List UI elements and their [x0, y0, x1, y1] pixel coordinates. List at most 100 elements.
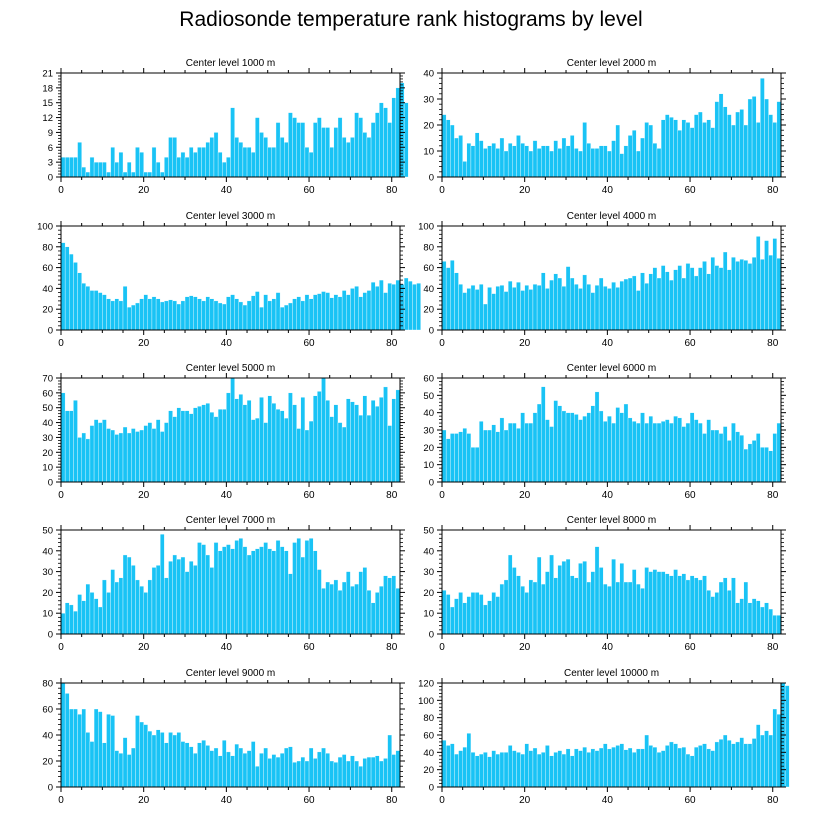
histogram-bar — [242, 546, 248, 635]
histogram-bar — [652, 267, 658, 331]
y-tick-label: 0 — [48, 783, 53, 794]
panel-title: Center level 1000 m — [186, 58, 276, 69]
histogram-bar — [98, 292, 103, 331]
histogram-bar — [458, 284, 463, 331]
histogram-bar — [694, 275, 699, 331]
histogram-bar — [578, 750, 583, 788]
histogram-bar — [317, 391, 322, 483]
histogram-bar — [574, 148, 579, 178]
y-tick-label: 30 — [42, 567, 53, 578]
histogram-bar — [454, 753, 459, 788]
x-tick-label: 40 — [602, 795, 614, 806]
histogram-bar — [594, 546, 600, 635]
x-tick-label: 20 — [138, 185, 150, 196]
panel-title: Center level 3000 m — [186, 211, 276, 222]
histogram-bar — [660, 750, 666, 788]
histogram-bar — [176, 558, 182, 635]
histogram-bar — [743, 581, 749, 635]
histogram-bar — [565, 558, 571, 635]
histogram-bar — [358, 296, 363, 331]
histogram-bar — [69, 708, 74, 788]
histogram-bar — [611, 746, 616, 788]
histogram-bar — [155, 298, 161, 331]
histogram-bar — [545, 288, 550, 331]
x-tick-label: 80 — [386, 795, 398, 806]
histogram-bar — [164, 422, 169, 483]
histogram-bar — [217, 755, 223, 788]
histogram-bar — [139, 721, 144, 788]
histogram-bar — [532, 747, 538, 788]
histogram-bar — [300, 397, 306, 483]
histogram-bar — [627, 277, 633, 331]
histogram-bar — [197, 298, 202, 331]
histogram-bar — [756, 122, 761, 178]
histogram-bar — [263, 747, 268, 788]
histogram-bar — [317, 751, 322, 788]
y-tick-label: 20 — [423, 305, 434, 316]
histogram-bar — [160, 171, 165, 178]
histogram-bar — [77, 142, 82, 178]
histogram-bar — [242, 304, 248, 331]
histogram-bar — [238, 301, 244, 331]
histogram-bar — [242, 404, 248, 483]
x-tick-label: 20 — [138, 490, 150, 501]
histogram-bar — [627, 135, 633, 178]
histogram-bar — [114, 750, 120, 788]
histogram-bar — [557, 277, 563, 331]
histogram-bar — [454, 433, 459, 483]
histogram-bar — [462, 161, 467, 178]
histogram-bar — [180, 300, 186, 331]
histogram-bar — [524, 743, 529, 788]
histogram-bar — [93, 708, 99, 788]
histogram-bar — [139, 152, 144, 178]
histogram-bar — [255, 417, 260, 483]
histogram-bar — [462, 746, 467, 788]
histogram-bar — [333, 762, 339, 788]
histogram-bar — [155, 565, 161, 635]
histogram-bar — [346, 142, 351, 178]
histogram-bar — [126, 161, 132, 178]
y-tick-label: 0 — [429, 630, 434, 641]
histogram-bar — [466, 143, 472, 178]
histogram-bar — [615, 124, 620, 178]
histogram-bar — [669, 117, 674, 178]
histogram-bar — [524, 285, 529, 331]
histogram-bar — [69, 604, 74, 635]
histogram-bar — [300, 300, 306, 331]
histogram-bar — [89, 425, 95, 483]
histogram-bar — [603, 286, 608, 331]
histogram-bar — [362, 395, 368, 483]
histogram-bar — [77, 272, 82, 331]
histogram-bar — [615, 287, 620, 331]
histogram-bar — [441, 114, 447, 178]
histogram-bar — [333, 579, 339, 635]
histogram-bar — [379, 279, 384, 331]
histogram-bar — [561, 561, 567, 635]
x-tick-label: 20 — [519, 338, 531, 349]
histogram-bar — [528, 150, 534, 178]
histogram-bar — [512, 567, 517, 635]
histogram-bar — [275, 409, 281, 483]
histogram-bar — [160, 732, 165, 788]
histogram-bar — [499, 752, 505, 788]
histogram-bar — [395, 279, 401, 331]
histogram-bar — [275, 122, 281, 178]
histogram-bar — [73, 708, 78, 788]
histogram-bar — [155, 729, 161, 788]
histogram-bar — [450, 124, 455, 178]
histogram-bar — [300, 122, 306, 178]
histogram-bar — [520, 290, 525, 331]
histogram-bar — [549, 279, 554, 331]
histogram-bar — [308, 152, 314, 178]
histogram-bar — [524, 145, 529, 178]
main-title: Radiosonde temperature rank histograms b… — [179, 8, 643, 31]
histogram-bar — [739, 435, 744, 483]
histogram-bar — [341, 290, 347, 331]
histogram-bar — [648, 745, 654, 788]
histogram-bar — [764, 98, 769, 178]
histogram-bar — [656, 277, 662, 331]
histogram-bar — [760, 606, 765, 635]
histogram-bar — [694, 419, 699, 483]
histogram-bar — [669, 279, 674, 331]
histogram-bar — [329, 416, 335, 483]
